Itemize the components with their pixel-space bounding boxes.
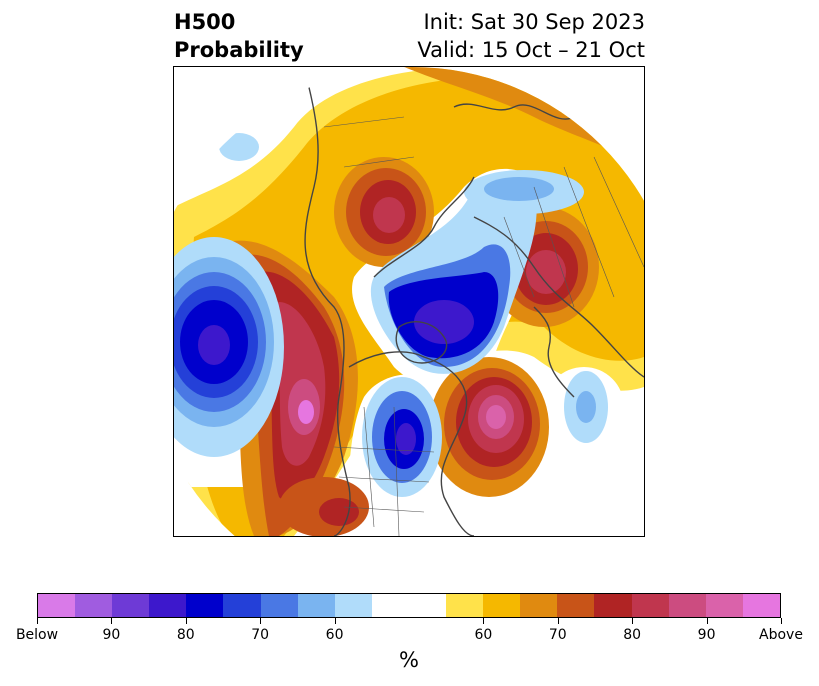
colorbar-swatch: [223, 594, 261, 617]
colorbar-tick-label: 80: [623, 627, 642, 643]
colorbar-tick: [111, 618, 113, 624]
title-block-left: H500 Probability: [174, 8, 304, 64]
colorbar-tick: [632, 618, 634, 624]
colorbar-swatch: [38, 594, 76, 617]
colorbar-tick-label: 80: [176, 627, 195, 643]
title-product: Probability: [174, 38, 304, 62]
colorbar-tick-label: 70: [251, 627, 270, 643]
above-esib-85: [373, 197, 405, 233]
colorbar-tick-label: 60: [474, 627, 493, 643]
map-panel: [173, 66, 645, 537]
colorbar-swatch: [149, 594, 187, 617]
colorbar-swatch: [594, 594, 632, 617]
colorbar-swatch: [705, 594, 743, 617]
colorbar-swatch: [371, 594, 409, 617]
colorbar-tick: [185, 618, 187, 624]
colorbar-swatch: [483, 594, 521, 617]
colorbar-tick: [334, 618, 336, 624]
colorbar-tick: [557, 618, 559, 624]
colorbar-swatch: [446, 594, 484, 617]
colorbar-swatch: [260, 594, 298, 617]
colorbar-swatch: [631, 594, 669, 617]
valid-range: Valid: 15 Oct – 21 Oct: [417, 38, 645, 62]
colorbar-swatch: [668, 594, 706, 617]
colorbar-tick-label: Above: [759, 627, 803, 643]
colorbar-swatch: [520, 594, 558, 617]
colorbar-swatch: [408, 594, 447, 617]
colorbar-swatch: [75, 594, 113, 617]
title-block-right: Init: Sat 30 Sep 2023 Valid: 15 Oct – 21…: [417, 8, 645, 64]
borders: [323, 116, 644, 536]
colorbar-swatch: [297, 594, 335, 617]
colorbar-tick: [706, 618, 708, 624]
below-npac-90: [198, 325, 230, 365]
below-catl-70: [576, 391, 596, 423]
colorbar-tick-label: 70: [548, 627, 567, 643]
title-variable: H500: [174, 10, 236, 34]
coastlines: [303, 67, 644, 536]
above-wrus-85: [526, 250, 566, 294]
colorbar-swatch: [112, 594, 150, 617]
colorbar-tick: [483, 618, 485, 624]
below-aleut-60: [219, 133, 259, 161]
probability-field: [174, 67, 644, 536]
above-mex-80: [319, 498, 359, 526]
above-atl-95: [486, 405, 506, 429]
colorbar-tick: [781, 618, 782, 624]
colorbar-tick: [260, 618, 262, 624]
colorbar-swatch: [742, 594, 780, 617]
colorbar-tick-label: Below: [15, 627, 59, 643]
colorbar-tick-label: 60: [325, 627, 344, 643]
colorbar-tick: [37, 618, 38, 624]
below-arctic-85: [414, 300, 474, 344]
below-lakes-85: [396, 423, 416, 455]
above-wna-95: [298, 400, 314, 424]
colorbar-swatch: [334, 594, 372, 617]
colorbar-tick-label: 90: [697, 627, 716, 643]
map-svg: [174, 67, 644, 536]
colorbar-tick-label: 90: [102, 627, 121, 643]
colorbar-swatch: [186, 594, 224, 617]
colorbar: [37, 593, 781, 618]
below-sib-65: [484, 177, 554, 201]
colorbar-swatch: [557, 594, 595, 617]
colorbar-units: %: [399, 648, 419, 672]
init-date: Init: Sat 30 Sep 2023: [423, 10, 645, 34]
